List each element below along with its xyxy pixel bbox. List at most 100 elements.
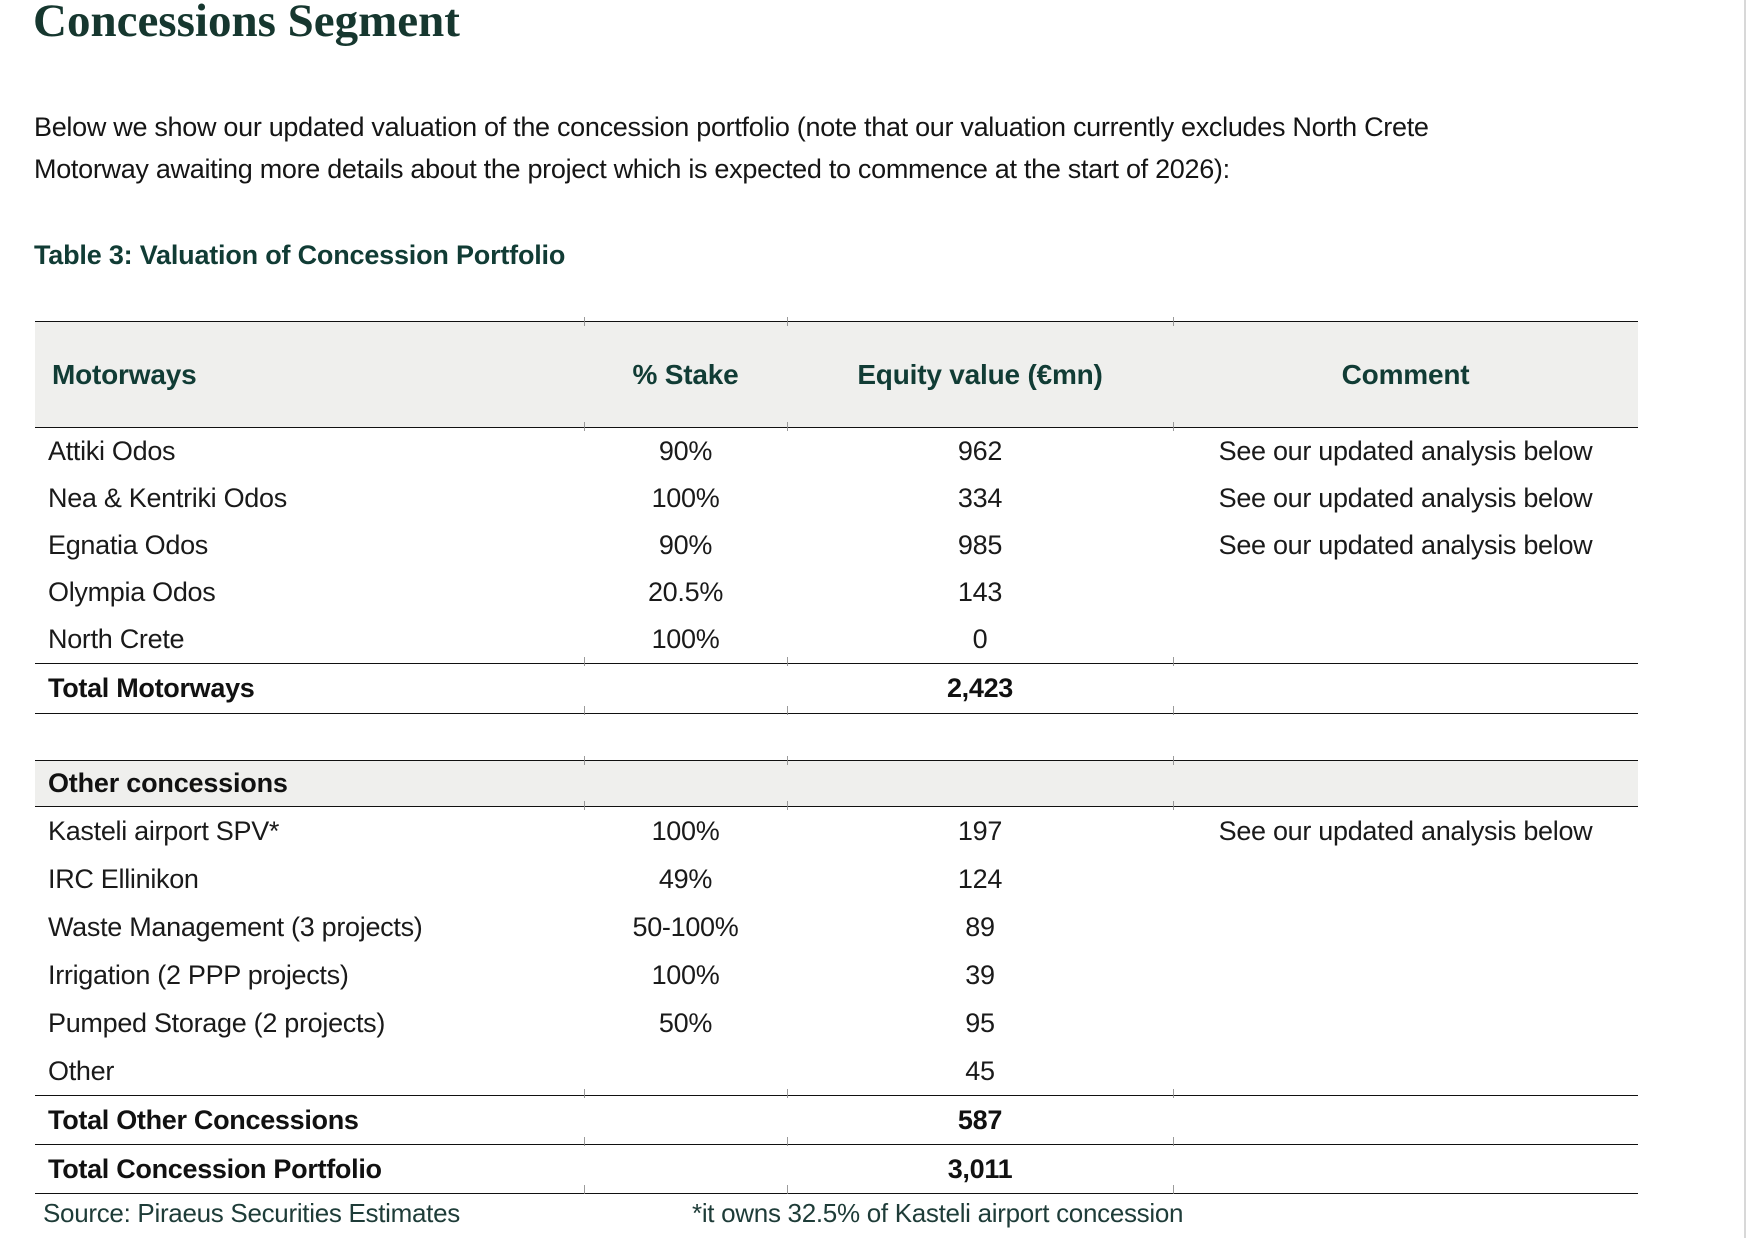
stake-value: 100% xyxy=(651,483,720,513)
total-label: Total Motorways xyxy=(48,673,255,703)
comment-text: See our updated analysis below xyxy=(1218,436,1593,466)
intro-line-1: Below we show our updated valuation of t… xyxy=(34,112,1429,142)
page-title: Concessions Segment xyxy=(33,0,460,47)
stake-value: 50% xyxy=(658,1007,713,1038)
column-tick xyxy=(584,801,585,810)
asset-name: Irrigation (2 PPP projects) xyxy=(48,959,349,990)
comment-text: See our updated analysis below xyxy=(1218,483,1593,513)
total-equity-value: 2,423 xyxy=(946,673,1014,703)
motorways-table: Motorways % Stake Equity value (€mn) Com… xyxy=(35,321,1638,714)
source-note: Source: Piraeus Securities Estimates xyxy=(43,1197,460,1228)
comment-text: See our updated analysis below xyxy=(1218,815,1593,846)
page-edge-divider xyxy=(1744,0,1746,1238)
section-header-label: Other concessions xyxy=(48,768,288,798)
equity-value: 334 xyxy=(957,483,1003,513)
stake-value: 100% xyxy=(651,959,720,990)
table-row: IRC Ellinikon 49% 124 xyxy=(35,855,1638,903)
table-row: Other 45 xyxy=(35,1047,1638,1095)
column-tick xyxy=(584,1089,585,1098)
asset-name: Waste Management (3 projects) xyxy=(48,911,423,942)
stake-value: 90% xyxy=(658,530,713,560)
equity-value: 95 xyxy=(965,1007,995,1038)
column-tick xyxy=(584,317,585,326)
equity-value: 124 xyxy=(957,863,1003,894)
stake-value: 100% xyxy=(651,815,720,846)
column-tick xyxy=(787,756,788,765)
column-tick xyxy=(1173,317,1174,326)
asset-name: Other xyxy=(48,1055,115,1086)
asset-name: IRC Ellinikon xyxy=(48,863,199,894)
stake-value: 49% xyxy=(658,863,713,894)
equity-value: 143 xyxy=(957,577,1003,607)
total-equity-value: 3,011 xyxy=(947,1153,1013,1184)
column-tick xyxy=(787,317,788,326)
total-other-concessions-row: Total Other Concessions 587 xyxy=(35,1095,1638,1144)
stake-value: 50-100% xyxy=(632,911,739,942)
table-header-row: Motorways % Stake Equity value (€mn) Com… xyxy=(35,321,1638,428)
stake-value: 90% xyxy=(658,436,713,466)
column-tick xyxy=(787,1185,788,1194)
table-row: North Crete 100% 0 xyxy=(35,616,1638,663)
table-caption: Table 3: Valuation of Concession Portfol… xyxy=(34,240,566,270)
col-header-comment: Comment xyxy=(1341,358,1470,390)
column-tick xyxy=(584,657,585,666)
column-tick xyxy=(584,1185,585,1194)
column-tick xyxy=(787,657,788,666)
equity-value: 0 xyxy=(972,624,988,654)
column-tick xyxy=(584,1137,585,1146)
column-tick xyxy=(584,422,585,431)
col-header-motorways: Motorways xyxy=(52,358,197,390)
column-tick xyxy=(1173,756,1174,765)
column-tick xyxy=(787,1137,788,1146)
table-row: Attiki Odos 90% 962 See our updated anal… xyxy=(35,428,1638,475)
intro-line-2: Motorway awaiting more details about the… xyxy=(34,154,1230,184)
equity-value: 89 xyxy=(965,911,995,942)
column-tick xyxy=(1173,801,1174,810)
equity-value: 39 xyxy=(965,959,995,990)
asset-name: Nea & Kentriki Odos xyxy=(48,483,287,513)
column-tick xyxy=(787,801,788,810)
intro-paragraph: Below we show our updated valuation of t… xyxy=(34,106,1429,190)
table-row: Waste Management (3 projects) 50-100% 89 xyxy=(35,903,1638,951)
asset-name: Egnatia Odos xyxy=(48,530,209,560)
col-header-stake: % Stake xyxy=(632,358,739,390)
table-row: Olympia Odos 20.5% 143 xyxy=(35,569,1638,616)
other-concessions-table: Other concessions Kasteli airport SPV* 1… xyxy=(35,760,1638,1194)
asset-name: Kasteli airport SPV* xyxy=(48,815,280,846)
asset-name: Olympia Odos xyxy=(48,577,216,607)
table-row: Egnatia Odos 90% 985 See our updated ana… xyxy=(35,522,1638,569)
footnote-text: *it owns 32.5% of Kasteli airport conces… xyxy=(692,1197,1184,1228)
column-tick xyxy=(1173,1185,1174,1194)
stake-value: 100% xyxy=(651,624,720,654)
table-row: Pumped Storage (2 projects) 50% 95 xyxy=(35,999,1638,1047)
stake-value: 20.5% xyxy=(647,577,724,607)
total-label: Total Other Concessions xyxy=(48,1104,359,1135)
equity-value: 985 xyxy=(957,530,1003,560)
col-header-equity-value: Equity value (€mn) xyxy=(857,358,1103,390)
table-row: Nea & Kentriki Odos 100% 334 See our upd… xyxy=(35,475,1638,522)
equity-value: 197 xyxy=(957,815,1003,846)
equity-value: 962 xyxy=(957,436,1003,466)
total-label: Total Concession Portfolio xyxy=(48,1153,382,1184)
column-tick xyxy=(1173,422,1174,431)
other-concessions-header-row: Other concessions xyxy=(35,760,1638,807)
column-tick xyxy=(1173,1089,1174,1098)
asset-name: Pumped Storage (2 projects) xyxy=(48,1007,386,1038)
asset-name: Attiki Odos xyxy=(48,436,176,466)
table-row: Kasteli airport SPV* 100% 197 See our up… xyxy=(35,807,1638,855)
column-tick xyxy=(1173,706,1174,715)
asset-name: North Crete xyxy=(48,624,185,654)
total-concession-portfolio-row: Total Concession Portfolio 3,011 xyxy=(35,1144,1638,1194)
comment-text: See our updated analysis below xyxy=(1218,530,1593,560)
column-tick xyxy=(584,756,585,765)
table-row: Irrigation (2 PPP projects) 100% 39 xyxy=(35,951,1638,999)
column-tick xyxy=(1173,1137,1174,1146)
column-tick xyxy=(1173,657,1174,666)
total-equity-value: 587 xyxy=(957,1104,1003,1135)
equity-value: 45 xyxy=(965,1055,995,1086)
total-motorways-row: Total Motorways 2,423 xyxy=(35,663,1638,714)
column-tick xyxy=(787,422,788,431)
column-tick xyxy=(787,706,788,715)
column-tick xyxy=(787,1089,788,1098)
